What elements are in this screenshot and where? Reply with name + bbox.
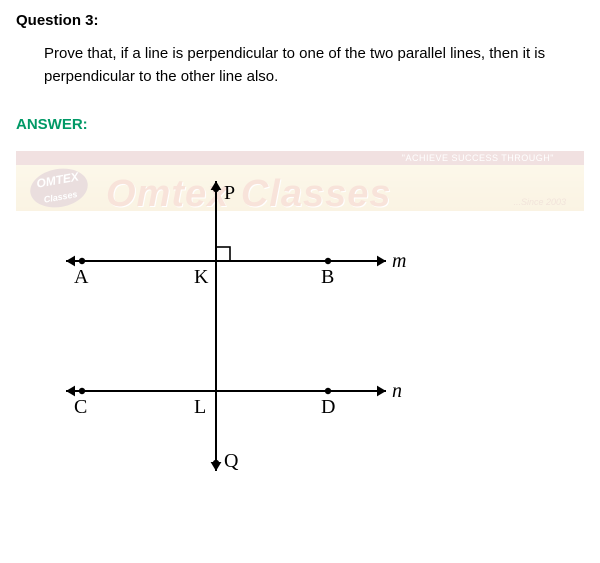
svg-text:A: A [74, 266, 89, 288]
svg-text:Q: Q [224, 450, 239, 472]
svg-text:B: B [321, 266, 334, 288]
geometry-diagram: P Q A K Bm C L Dn [16, 151, 436, 481]
question-body: Prove that, if a line is perpendicular t… [16, 43, 584, 88]
svg-text:P: P [224, 182, 235, 204]
svg-text:L: L [194, 396, 206, 418]
svg-text:D: D [321, 396, 335, 418]
answer-label: ANSWER: [16, 116, 584, 133]
diagram-container: "ACHIEVE SUCCESS THROUGH" OMTEX Classes … [16, 151, 584, 501]
watermark-since: ...Since 2003 [513, 197, 566, 207]
svg-text:C: C [74, 396, 87, 418]
svg-text:K: K [194, 266, 209, 288]
question-title: Question 3: [16, 12, 584, 29]
svg-text:m: m [392, 250, 406, 272]
svg-text:n: n [392, 380, 402, 402]
